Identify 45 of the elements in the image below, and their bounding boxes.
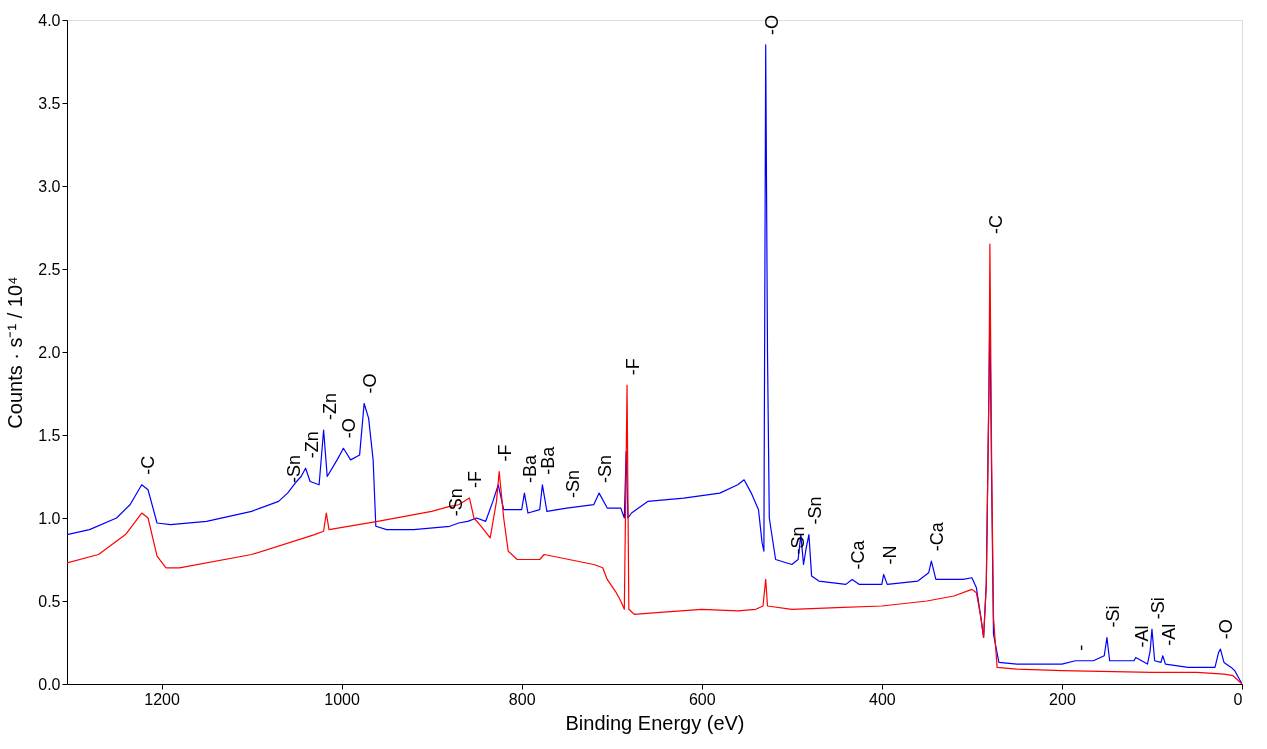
annotation: -C (137, 455, 158, 475)
annotation: -Sn (445, 488, 466, 517)
annotation: -F (495, 444, 516, 462)
y-axis-title: Counts · s⁻¹ / 10⁴ (4, 276, 27, 429)
y-tick-label: 1.5 (38, 426, 61, 444)
annotation: -C (985, 215, 1006, 235)
x-axis-title: Binding Energy (eV) (565, 711, 745, 734)
y-tick-label: 0.0 (38, 675, 61, 693)
annotation: -Si (1102, 605, 1123, 628)
x-tick-label: 800 (508, 690, 536, 708)
annotation: -Sn (562, 470, 583, 499)
x-tick-label: 1200 (144, 690, 180, 708)
annotation: - (1071, 644, 1092, 651)
annotation: -Sn (787, 526, 808, 555)
annotation: -Al (1131, 625, 1152, 648)
y-tick-label: 3.0 (38, 177, 61, 195)
annotation: -O (339, 418, 360, 439)
y-tick-label: 4.0 (38, 11, 61, 29)
y-tick-label: 2.5 (38, 260, 61, 278)
annotation: -Ba (520, 454, 541, 484)
annotation: -N (879, 545, 900, 565)
annotation: -Si (1147, 597, 1168, 620)
annotation: -Sn (283, 455, 304, 484)
x-tick-label: 1000 (324, 690, 361, 708)
annotation: -F (623, 358, 644, 376)
y-tick-label: 3.5 (38, 94, 61, 112)
annotation: -Zn (319, 393, 340, 421)
x-tick-label: 0 (1233, 690, 1243, 708)
x-tick-label: 200 (1049, 690, 1076, 708)
annotation: -O (1216, 619, 1237, 640)
x-tick-label: 600 (688, 690, 716, 708)
x-tick-label: 400 (869, 690, 896, 708)
y-tick-label: 1.0 (38, 509, 61, 527)
annotation: -O (761, 14, 782, 35)
annotation: -F (465, 471, 486, 489)
annotation: -Sn (595, 455, 616, 484)
annotation: -Ca (927, 521, 948, 552)
y-tick-label: 2.0 (38, 343, 61, 361)
annotation: -O (360, 373, 381, 394)
y-tick-label: 0.5 (38, 592, 61, 610)
annotation: -Al (1158, 623, 1179, 646)
annotation: -Ba (538, 445, 559, 475)
annotation: -Ca (848, 539, 869, 570)
annotation: -Sn (804, 496, 825, 525)
annotation: -Zn (301, 431, 322, 459)
